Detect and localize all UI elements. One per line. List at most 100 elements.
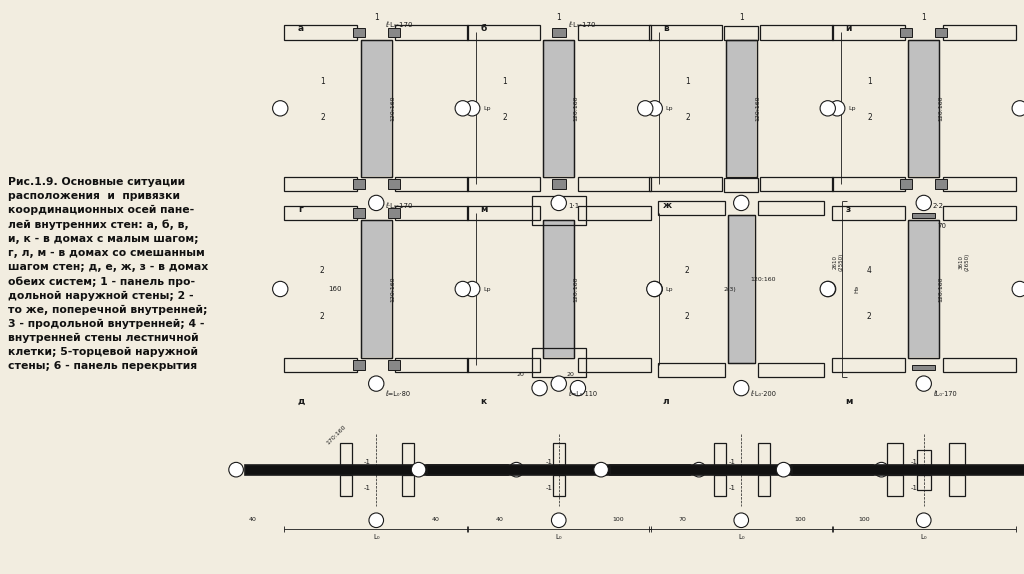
Bar	[395, 177, 468, 192]
Text: 4: 4	[866, 266, 871, 276]
Circle shape	[733, 195, 749, 211]
Bar	[758, 475, 770, 497]
Text: Lp: Lp	[666, 286, 673, 292]
Bar	[552, 180, 565, 189]
Text: 2: 2	[685, 113, 690, 122]
Text: L₀: L₀	[738, 534, 744, 540]
Circle shape	[916, 513, 931, 528]
Text: 70: 70	[938, 223, 946, 229]
Bar	[908, 221, 939, 357]
Bar	[552, 28, 565, 37]
Text: 2: 2	[684, 312, 689, 321]
Bar	[726, 40, 757, 177]
Bar	[544, 40, 573, 176]
Circle shape	[820, 281, 836, 297]
Bar	[284, 206, 357, 220]
Bar	[544, 220, 574, 358]
Bar	[361, 221, 391, 357]
Text: 1: 1	[503, 77, 507, 86]
Bar	[649, 177, 723, 192]
Circle shape	[531, 381, 547, 396]
Bar	[427, 465, 690, 475]
Text: 120:160: 120:160	[573, 276, 579, 302]
Text: 100: 100	[795, 517, 806, 522]
Bar	[388, 180, 399, 189]
Bar	[714, 443, 726, 465]
Circle shape	[1012, 281, 1024, 297]
Circle shape	[647, 281, 663, 297]
Circle shape	[369, 195, 384, 211]
Bar	[284, 25, 357, 40]
Bar	[831, 206, 905, 220]
Circle shape	[455, 100, 470, 116]
Bar	[658, 201, 725, 215]
Circle shape	[465, 100, 480, 116]
Bar	[401, 443, 414, 465]
Text: 1: 1	[321, 77, 325, 86]
Text: 120:160: 120:160	[751, 277, 776, 282]
Text: 1: 1	[922, 14, 926, 22]
Text: 2: 2	[321, 113, 325, 122]
Circle shape	[509, 463, 523, 477]
Bar	[908, 40, 939, 177]
Text: 70: 70	[678, 517, 686, 522]
Text: ℓ=L₀·80: ℓ=L₀·80	[385, 391, 411, 397]
Circle shape	[647, 281, 663, 297]
Bar	[758, 201, 824, 215]
Text: ℓ·L₀·170: ℓ·L₀·170	[385, 203, 413, 209]
Text: 2: 2	[866, 312, 871, 321]
Text: Lp: Lp	[666, 106, 673, 111]
Circle shape	[594, 463, 608, 477]
Text: ℓ=L₀·110: ℓ=L₀·110	[568, 391, 597, 397]
Text: -1: -1	[911, 484, 919, 491]
Text: L₀: L₀	[373, 534, 380, 540]
Bar	[793, 465, 1024, 475]
Text: Lp: Lp	[848, 106, 856, 111]
Text: 1: 1	[556, 14, 561, 22]
Text: к: к	[480, 397, 486, 405]
Circle shape	[647, 100, 663, 116]
Text: 1: 1	[685, 77, 690, 86]
Bar	[544, 221, 573, 357]
Bar	[900, 180, 912, 189]
Text: -1: -1	[546, 484, 553, 491]
Text: г: г	[298, 205, 302, 214]
Bar	[942, 25, 1016, 40]
Circle shape	[874, 463, 889, 477]
Bar	[724, 177, 759, 192]
Circle shape	[1012, 100, 1024, 116]
Bar	[360, 220, 392, 358]
Text: 1: 1	[374, 14, 379, 22]
Bar	[831, 358, 905, 372]
Text: 40: 40	[496, 517, 504, 522]
Text: -1: -1	[911, 459, 919, 466]
Circle shape	[465, 281, 480, 297]
Circle shape	[455, 281, 470, 297]
Text: 2: 2	[684, 266, 689, 276]
Circle shape	[820, 100, 836, 116]
Bar	[382, 467, 388, 472]
Bar	[340, 475, 351, 497]
Text: ℓ·L₀·170: ℓ·L₀·170	[568, 22, 595, 28]
Circle shape	[551, 376, 566, 391]
Text: 20: 20	[516, 372, 524, 377]
Text: 1: 1	[739, 14, 743, 22]
Text: 2(3): 2(3)	[724, 286, 736, 292]
Bar	[831, 177, 905, 192]
Bar	[728, 215, 755, 363]
Bar	[758, 443, 770, 465]
Bar	[831, 25, 905, 40]
Circle shape	[916, 195, 932, 211]
Text: 20: 20	[566, 372, 574, 377]
Text: 120:160: 120:160	[938, 276, 943, 302]
Bar	[908, 40, 939, 177]
Bar	[578, 177, 651, 192]
Bar	[365, 467, 370, 472]
Bar	[949, 475, 965, 497]
Text: м: м	[480, 205, 487, 214]
Bar	[360, 40, 392, 177]
Bar	[887, 475, 903, 497]
Bar	[942, 177, 1016, 192]
Circle shape	[228, 463, 244, 477]
Bar	[361, 40, 391, 176]
